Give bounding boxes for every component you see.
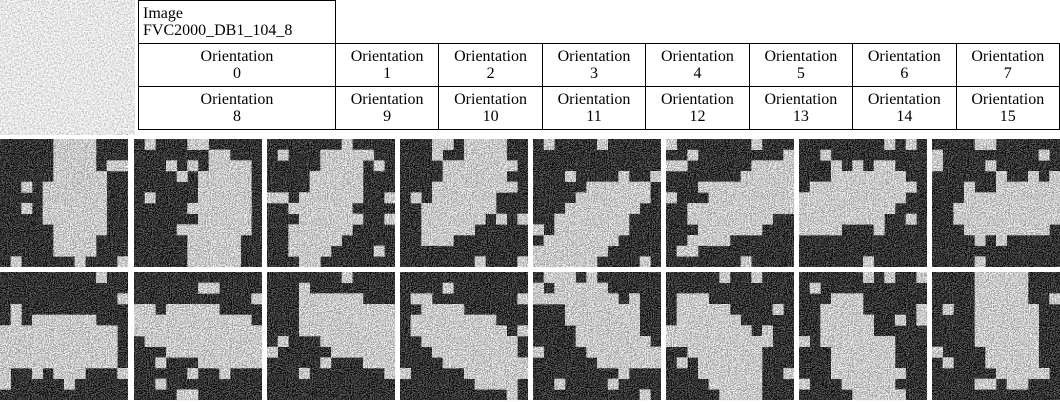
cell-number: 14 xyxy=(896,108,912,125)
cell-text: Orientation xyxy=(454,91,527,108)
response-image xyxy=(666,272,794,400)
response-image xyxy=(134,139,262,267)
cell-text: Orientation xyxy=(558,48,631,65)
image-noise xyxy=(932,272,1060,400)
image-noise xyxy=(400,272,528,400)
image-noise xyxy=(533,139,661,267)
cell-text: Orientation xyxy=(558,91,631,108)
image-noise xyxy=(799,272,927,400)
response-image xyxy=(0,139,128,267)
cell-number: 1 xyxy=(383,65,391,82)
response-image xyxy=(666,139,794,267)
response-image xyxy=(533,139,661,267)
response-image xyxy=(0,272,128,400)
image-noise xyxy=(0,139,128,267)
response-image xyxy=(400,272,528,400)
cell-text: Orientation xyxy=(661,48,734,65)
image-noise xyxy=(666,139,794,267)
cell-number: 11 xyxy=(586,108,601,125)
cell-text: Orientation xyxy=(201,91,274,108)
image-noise xyxy=(932,139,1060,267)
cell-number: 13 xyxy=(793,108,809,125)
cell-text: FVC2000_DB1_104_8 xyxy=(143,22,292,39)
image-noise xyxy=(267,139,395,267)
cell-number: 5 xyxy=(797,65,805,82)
image-noise xyxy=(267,272,395,400)
cell-number: 8 xyxy=(233,108,241,125)
image-noise xyxy=(533,272,661,400)
cell-text: Orientation xyxy=(351,91,424,108)
response-image xyxy=(267,272,395,400)
image-noise xyxy=(666,272,794,400)
cell-text: Orientation xyxy=(454,48,527,65)
cell-text: Orientation xyxy=(868,48,941,65)
fingerprint-image xyxy=(0,0,135,135)
response-image xyxy=(267,139,395,267)
cell-text: Orientation xyxy=(971,91,1044,108)
cell-text: Orientation xyxy=(201,48,274,65)
cell-text: Orientation xyxy=(661,91,734,108)
figure: ImageFVC2000_DB1_104_8 Orientation0Orien… xyxy=(0,0,1060,402)
cell-text: Image xyxy=(143,5,183,22)
cell-number: 10 xyxy=(483,108,499,125)
cell-number: 2 xyxy=(487,65,495,82)
response-image xyxy=(533,272,661,400)
response-image xyxy=(799,272,927,400)
cell-number: 4 xyxy=(693,65,701,82)
response-image xyxy=(932,272,1060,400)
cell-text: Orientation xyxy=(764,48,837,65)
cell-number: 0 xyxy=(233,65,241,82)
cell-number: 6 xyxy=(900,65,908,82)
response-image xyxy=(799,139,927,267)
image-noise xyxy=(134,272,262,400)
image-noise xyxy=(134,139,262,267)
cell-text: Orientation xyxy=(351,48,424,65)
cell-number: 9 xyxy=(383,108,391,125)
response-image xyxy=(134,272,262,400)
cell-number: 15 xyxy=(1000,108,1016,125)
cell-text: Orientation xyxy=(971,48,1044,65)
cell-number: 7 xyxy=(1004,65,1012,82)
cell-number: 3 xyxy=(590,65,598,82)
image-noise xyxy=(400,139,528,267)
response-image xyxy=(932,139,1060,267)
response-image xyxy=(400,139,528,267)
cell-text: Orientation xyxy=(868,91,941,108)
cell-text: Orientation xyxy=(764,91,837,108)
image-noise xyxy=(0,272,128,400)
image-noise xyxy=(799,139,927,267)
cell-number: 12 xyxy=(689,108,705,125)
